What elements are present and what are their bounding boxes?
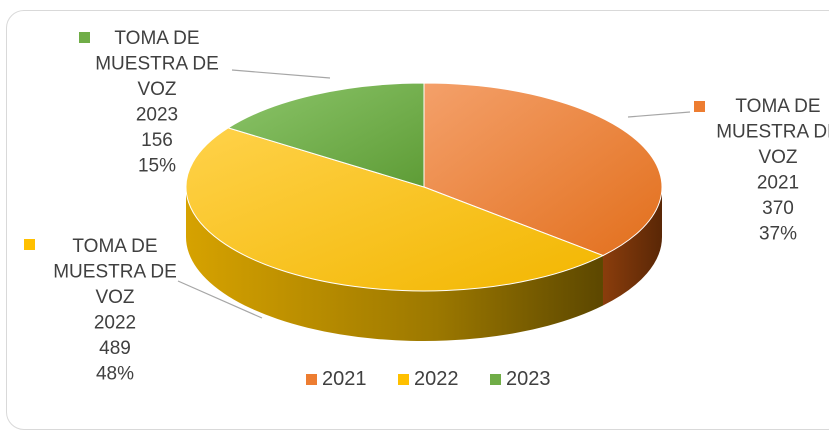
data-label-2023-line-4: 156 xyxy=(141,130,173,151)
leader-line-2022 xyxy=(177,280,263,319)
data-label-2022-line-2: VOZ xyxy=(95,287,134,308)
legend-label-2023: 2023 xyxy=(506,368,551,390)
data-label-2023-line-2: VOZ xyxy=(137,79,176,100)
pie-side-2021 xyxy=(602,187,662,306)
data-label-2022-line-5: 48% xyxy=(96,364,134,385)
pie-slice-2021 xyxy=(423,82,663,257)
data-label-2023-line-3: 2023 xyxy=(136,105,178,126)
pie-side-2022 xyxy=(186,187,603,341)
leader-line-2021 xyxy=(627,111,691,118)
data-label-2021-line-0: TOMA DE xyxy=(735,96,820,117)
legend-swatch-2022 xyxy=(398,374,409,385)
data-label-2023-line-0: TOMA DE xyxy=(114,28,199,49)
data-label-2021-line-3: 2021 xyxy=(757,173,799,194)
data-label-2023-line-5: 15% xyxy=(138,156,176,177)
leader-line-2023 xyxy=(231,69,331,79)
label-marker-2023 xyxy=(79,32,90,43)
data-label-2021-line-5: 37% xyxy=(759,224,797,245)
data-label-2022-line-1: MUESTRA DE xyxy=(53,262,177,283)
legend-swatch-2021 xyxy=(306,374,317,385)
pie-top-slices xyxy=(185,82,663,292)
data-label-2022-line-4: 489 xyxy=(99,338,131,359)
legend-label-2022: 2022 xyxy=(414,368,459,390)
pie-side-walls xyxy=(186,187,662,341)
label-marker-2022 xyxy=(24,239,35,250)
legend-label-2021: 2021 xyxy=(322,368,367,390)
pie-chart: TOMA DE MUESTRA DE VOZ 2021 370 37% TOMA DE MUE… xyxy=(24,28,829,390)
pie-slice-2023 xyxy=(227,82,425,188)
data-label-2021-line-4: 370 xyxy=(762,198,794,219)
data-label-2022-line-0: TOMA DE xyxy=(72,236,157,257)
data-label-2021-line-1: MUESTRA DE xyxy=(716,122,829,143)
data-labels: TOMA DE MUESTRA DE VOZ 2021 370 37% TOMA DE MUE… xyxy=(24,28,829,385)
data-label-2021-line-2: VOZ xyxy=(758,147,797,168)
pie-slice-2022 xyxy=(185,127,605,292)
legend: 2021 2022 2023 xyxy=(306,368,551,390)
leader-lines xyxy=(177,69,691,319)
label-marker-2021 xyxy=(694,101,705,112)
data-label-2022-line-3: 2022 xyxy=(94,313,136,334)
legend-swatch-2023 xyxy=(490,374,501,385)
data-label-2023-line-1: MUESTRA DE xyxy=(95,54,219,75)
